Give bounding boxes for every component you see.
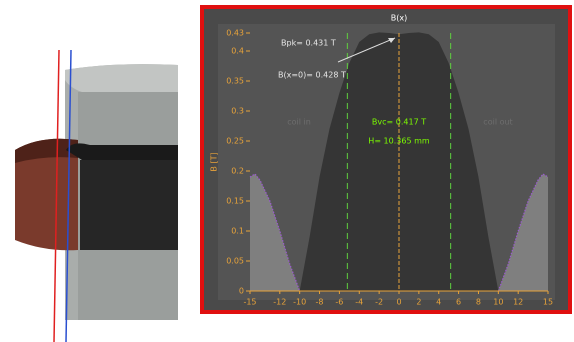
x-tick-label: -4 bbox=[355, 298, 363, 307]
x-tick-label: 10 bbox=[493, 298, 503, 307]
x-tick-label: 6 bbox=[456, 298, 461, 307]
y-tick-label: 0.3 bbox=[231, 107, 244, 116]
annotation: H= 10.365 mm bbox=[368, 137, 430, 146]
y-tick-label: 0.15 bbox=[226, 197, 244, 206]
chart-title: B(x) bbox=[391, 14, 407, 23]
y-tick-label: 0.4 bbox=[231, 47, 244, 56]
y-tick-label: 0.25 bbox=[226, 137, 244, 146]
page: {"chart_data": {"type": "area", "title":… bbox=[0, 0, 574, 342]
annotation: Bvc= 0.417 T bbox=[372, 118, 426, 127]
annotation: coil out bbox=[483, 118, 512, 127]
y-tick-label: 0.2 bbox=[231, 167, 244, 176]
gap-top bbox=[66, 143, 178, 160]
y-tick-label: 0.35 bbox=[226, 77, 244, 86]
annotation: Bpk= 0.431 T bbox=[281, 39, 336, 48]
x-tick-label: -2 bbox=[375, 298, 383, 307]
x-tick-label: -6 bbox=[335, 298, 343, 307]
y-tick-label: 0.1 bbox=[231, 227, 244, 236]
annotation: B(x=0)= 0.428 T bbox=[278, 71, 346, 80]
x-tick-label: 4 bbox=[436, 298, 441, 307]
y-tick-label: 0 bbox=[239, 287, 244, 296]
model-view bbox=[15, 50, 178, 342]
x-tick-label: 12 bbox=[513, 298, 523, 307]
x-tick-label: -10 bbox=[293, 298, 306, 307]
x-tick-label: 2 bbox=[416, 298, 421, 307]
core bbox=[80, 160, 178, 250]
y-tick-label: 0.43 bbox=[226, 29, 244, 38]
x-tick-label: -15 bbox=[243, 298, 256, 307]
x-tick-label: 8 bbox=[476, 298, 481, 307]
annotation: coil in bbox=[287, 118, 311, 127]
magnet-top bbox=[65, 64, 178, 92]
x-tick-label: 0 bbox=[396, 298, 401, 307]
y-tick-label: 0.05 bbox=[226, 257, 244, 266]
x-tick-label: 15 bbox=[543, 298, 553, 307]
screenshot: 00.050.10.150.20.250.30.350.40.43-15-12-… bbox=[0, 0, 574, 342]
y-axis-label: B [T] bbox=[210, 152, 219, 171]
x-tick-label: -8 bbox=[316, 298, 324, 307]
x-tick-label: -12 bbox=[273, 298, 286, 307]
